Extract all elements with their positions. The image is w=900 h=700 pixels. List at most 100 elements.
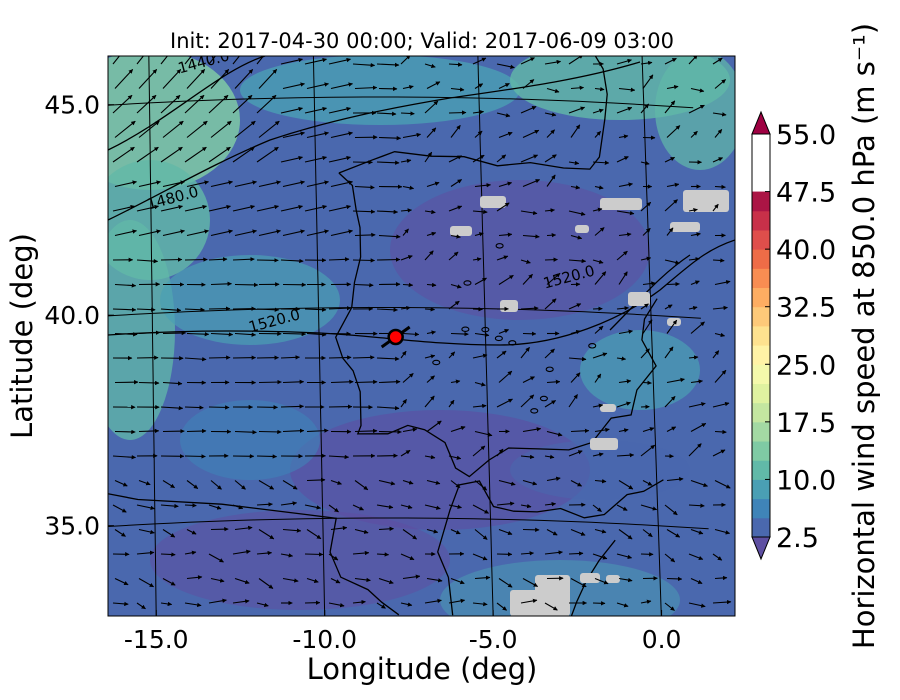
wind-vector [640, 303, 649, 310]
missing-data-patch [580, 573, 600, 583]
wind-vector [690, 528, 704, 535]
wind-vector [594, 577, 609, 585]
wind-vector [162, 330, 187, 336]
colorbar-bin [752, 441, 770, 461]
y-tick-label: 40.0 [44, 301, 100, 330]
wind-vector [666, 281, 680, 287]
lake-outline [481, 326, 490, 333]
wind-vector [114, 529, 126, 537]
wind-vector [328, 106, 351, 114]
wind-vector [664, 199, 678, 212]
wind-vector [280, 355, 300, 360]
wind-vector [616, 250, 628, 261]
wind-vector [234, 525, 253, 531]
wind-vector [138, 528, 155, 535]
missing-data-patch [600, 198, 642, 210]
lake-outline [463, 280, 472, 286]
wind-vector [592, 108, 604, 114]
wind-vector [544, 59, 562, 65]
wind-vector [256, 307, 280, 312]
wind-vector [714, 184, 726, 190]
lake-outline [588, 343, 597, 349]
wind-vector [304, 106, 327, 114]
wind-vector [280, 553, 294, 558]
wind-vector [234, 282, 259, 288]
wind-vector [162, 480, 175, 489]
wind-vector [714, 369, 727, 383]
wind-vector [114, 180, 137, 188]
contour-line [609, 254, 691, 331]
wind-vector [160, 146, 183, 163]
wind-vector [282, 180, 305, 188]
colorbar-tick-label: 10.0 [776, 465, 836, 496]
wind-vector [664, 504, 678, 516]
missing-data-patch [606, 575, 620, 583]
wind-vector [160, 405, 184, 411]
wind-vector [424, 395, 435, 408]
wind-vector [640, 60, 653, 66]
meridian-line [148, 56, 157, 616]
colorbar-tick-label: 17.5 [776, 408, 836, 439]
wind-vector [498, 528, 513, 535]
wind-vector [138, 428, 160, 434]
wind-vector [210, 281, 232, 287]
wind-vector [712, 553, 723, 561]
wind-vector [400, 255, 413, 261]
wind-vector [474, 183, 491, 188]
wind-vector [688, 355, 699, 360]
wind-vector [498, 479, 516, 486]
wind-vector [112, 455, 137, 460]
wind-vector [570, 124, 581, 138]
wind-vector [520, 259, 531, 264]
parallel-line [108, 517, 709, 530]
wind-vector [737, 162, 754, 167]
wind-vector [640, 103, 650, 114]
wind-vector [328, 257, 350, 262]
wind-vector [690, 280, 700, 286]
wind-vector [496, 350, 507, 359]
wind-vector [546, 529, 558, 536]
wind-vector [232, 146, 255, 163]
wind-vector [448, 300, 460, 310]
wind-vector [642, 74, 654, 89]
wind-vector [352, 355, 375, 360]
wind-vector [594, 86, 605, 92]
wind-vector [424, 598, 442, 604]
wind-vector [448, 351, 456, 359]
wind-vector [616, 553, 633, 560]
coastline [108, 493, 400, 616]
wind-vector [210, 180, 233, 188]
lake-outline [530, 408, 539, 414]
wind-vector [498, 232, 513, 237]
wind-vector [160, 56, 169, 65]
wind-vector [592, 352, 608, 359]
wind-vector [616, 356, 627, 361]
wind-vector [306, 428, 329, 433]
wind-vector [688, 602, 706, 608]
wind-vector [522, 479, 538, 486]
wind-vector [664, 156, 675, 163]
wind-vector [208, 146, 231, 163]
wind-vector [306, 577, 319, 583]
wind-vector [737, 403, 749, 407]
wind-vector [546, 379, 561, 385]
wind-vector [712, 203, 719, 212]
wind-vector [282, 528, 302, 533]
wind-vector [448, 62, 463, 67]
wind-vector [616, 210, 635, 216]
wind-vector [544, 208, 555, 213]
wind-vector [450, 577, 465, 585]
wind-vector [184, 94, 205, 114]
wind-vector [594, 479, 607, 484]
chart-title: Init: 2017-04-30 00:00; Valid: 2017-06-0… [170, 29, 674, 53]
wind-vector [400, 602, 413, 607]
wind-vector [402, 282, 414, 288]
wind-vector [448, 155, 462, 163]
wind-vector [712, 401, 730, 408]
wind-vector [210, 332, 234, 337]
wind-vector [522, 129, 540, 139]
missing-data-patch [628, 292, 650, 306]
wind-vector [522, 234, 540, 239]
contour-line [108, 56, 266, 151]
x-tick-label: 0.0 [642, 625, 682, 654]
